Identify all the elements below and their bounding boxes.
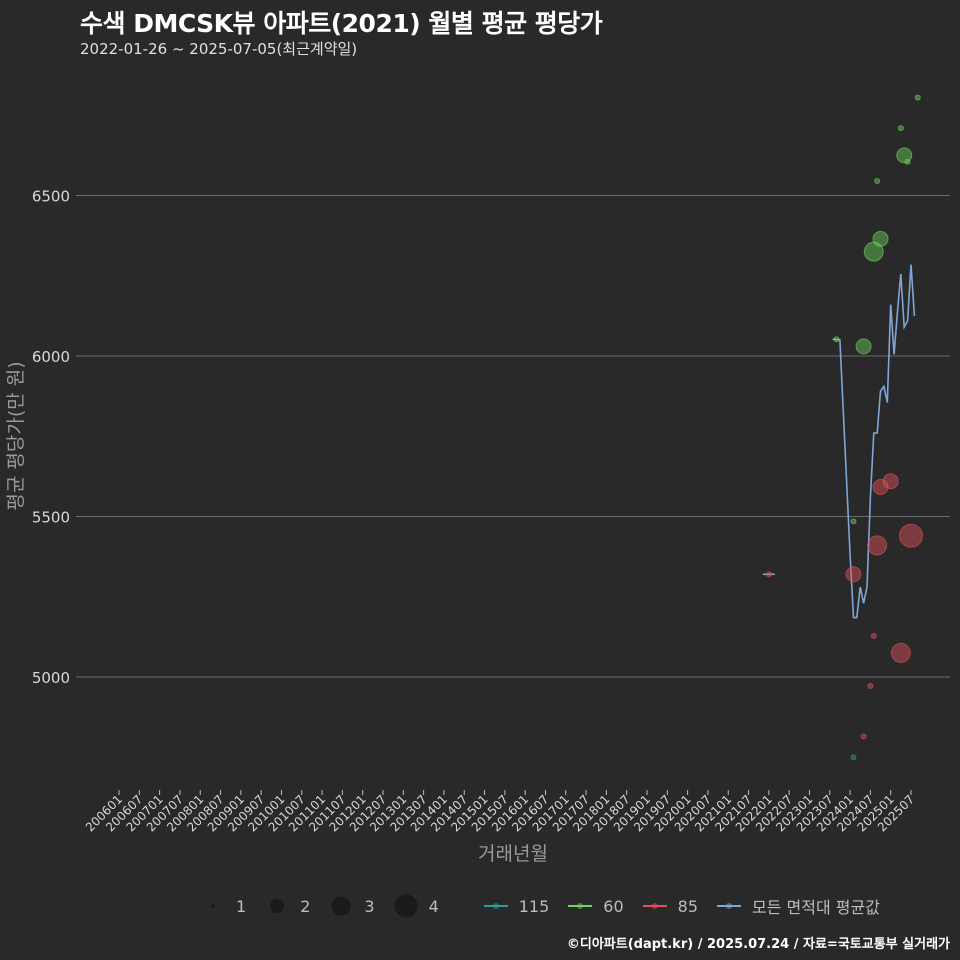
series-line-icon — [642, 903, 667, 909]
legend-label: 115 — [518, 896, 550, 916]
size-circle-icon — [331, 896, 351, 916]
data-point — [874, 178, 881, 185]
x-axis-title: 거래년월 — [478, 843, 548, 865]
y-axis-title: 평균 평당가(만 원) — [5, 361, 27, 510]
legend-series-item: 85 — [642, 893, 706, 919]
y-axis: 5000 5500 6000 6500 — [32, 188, 70, 688]
footer-credit: ©디아파트(dapt.kr) / 2025.07.24 / 자료=국토교통부 실… — [566, 937, 950, 952]
legend-label: 4 — [428, 896, 439, 916]
legend-size-item: 1 — [200, 893, 254, 919]
gridlines — [76, 195, 950, 678]
data-point — [872, 478, 889, 495]
average-line — [762, 264, 916, 619]
average-line-path — [832, 264, 916, 619]
data-point — [867, 535, 888, 556]
legend-size-item: 3 — [328, 893, 382, 919]
size-circle-icon — [211, 904, 215, 908]
data-point — [765, 571, 772, 578]
legend-label: 1 — [236, 896, 247, 916]
data-point — [867, 682, 874, 689]
data-point — [890, 642, 911, 663]
data-point — [850, 754, 857, 761]
legend-series-item: 60 — [567, 893, 631, 919]
y-tick-label: 5500 — [32, 509, 70, 527]
data-point — [870, 632, 877, 639]
legend: 1 2 3 4 115 60 85 모든 면적대 평균값 — [200, 893, 898, 919]
size-circle-icon — [394, 894, 418, 918]
y-tick-label: 6500 — [32, 188, 70, 206]
legend-label: 모든 면적대 평균값 — [752, 898, 880, 917]
legend-label: 2 — [300, 896, 311, 916]
legend-series-item: 모든 면적대 평균값 — [716, 893, 888, 919]
y-tick-label: 5000 — [32, 669, 70, 687]
data-point — [897, 125, 904, 132]
data-point — [833, 336, 840, 343]
legend-size-item: 4 — [393, 893, 447, 919]
data-point — [845, 566, 862, 583]
legend-label: 60 — [603, 896, 624, 916]
chart-title: 수색 DMCSK뷰 아파트(2021) 월별 평균 평당가 — [80, 9, 603, 38]
legend-label: 85 — [677, 896, 699, 916]
data-point — [872, 230, 889, 247]
scatter-points — [765, 94, 923, 761]
data-point — [860, 733, 867, 740]
chart-subtitle: 2022-01-26 ~ 2025-07-05(최근계약일) — [80, 40, 358, 58]
data-point — [882, 473, 899, 490]
series-line-icon — [568, 903, 593, 909]
legend-series-item: 115 — [483, 893, 558, 919]
data-point — [904, 158, 911, 165]
data-point — [899, 523, 923, 548]
series-line-icon — [483, 903, 508, 909]
legend-label: 3 — [364, 896, 375, 916]
data-point — [855, 338, 872, 355]
data-point — [850, 518, 857, 525]
x-axis: 2006012006072007012007072008012008072009… — [83, 790, 917, 835]
legend-size-item: 2 — [264, 893, 318, 919]
y-tick-label: 6000 — [32, 348, 70, 366]
size-circle-icon — [270, 899, 285, 913]
series-line-icon — [717, 903, 742, 909]
data-point — [914, 94, 921, 101]
